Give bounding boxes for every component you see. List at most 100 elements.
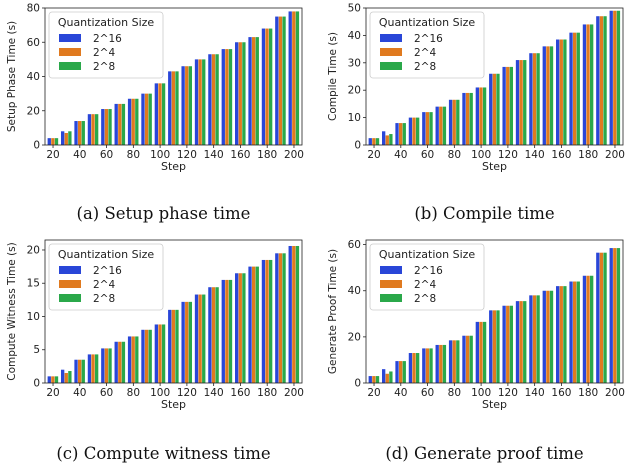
legend-title: Quantization Size — [379, 16, 476, 29]
x-tick-label: 180 — [257, 149, 277, 161]
bar-b-2p16-30 — [382, 131, 386, 145]
y-tick-label: 40 — [27, 71, 40, 83]
bar-a-2p8-170 — [255, 37, 259, 145]
legend-entry: 2^16 — [414, 33, 443, 45]
bar-a-2p8-100 — [161, 83, 166, 145]
legend: Quantization Size 2^16 2^4 2^8 — [369, 11, 485, 79]
bar-b-2p16-170 — [569, 32, 573, 145]
bar-c-2p16-190 — [275, 253, 279, 383]
bar-c-2p4-170 — [252, 266, 256, 383]
bar-c-2p4-70 — [118, 341, 122, 383]
x-tick-label: 160 — [230, 149, 250, 161]
x-tick-label: 180 — [578, 149, 598, 161]
y-tick-label: 50 — [348, 3, 361, 15]
x-tick-label: 120 — [177, 387, 197, 399]
y-tick-label: 10 — [348, 112, 361, 124]
x-tick-label: 20 — [46, 149, 59, 161]
bar-c-2p8-40 — [81, 359, 85, 383]
bar-b-2p16-150 — [542, 46, 546, 145]
bar-d-2p16-180 — [582, 275, 587, 383]
bar-a-2p4-120 — [185, 66, 189, 145]
caption: (a) Setup phase time — [77, 204, 251, 223]
bar-d-2p4-170 — [573, 281, 577, 383]
bar-c-2p8-160 — [242, 273, 246, 383]
bar-a-2p8-150 — [228, 49, 233, 145]
bar-d-2p16-20 — [368, 376, 372, 383]
x-tick-label: 140 — [525, 387, 545, 399]
bar-b-2p4-20 — [372, 138, 376, 145]
bar-d-2p16-160 — [556, 286, 560, 383]
bar-c-2p8-170 — [255, 266, 259, 383]
legend-entry: 2^4 — [93, 279, 115, 291]
bar-a-2p4-20 — [51, 138, 55, 145]
x-tick-label: 160 — [230, 387, 250, 399]
bar-a-2p8-60 — [108, 109, 112, 145]
chart-b: 0 10 20 30 40 50 20 40 60 80 100 120 140 160 180 200 Ste… — [327, 3, 625, 224]
y-tick-label: 40 — [348, 30, 361, 42]
y-tick-label: 15 — [27, 278, 40, 290]
bar-a-2p4-50 — [91, 114, 95, 145]
bar-b-2p8-140 — [536, 53, 540, 145]
bar-d-2p8-170 — [576, 281, 580, 383]
legend-swatch — [59, 62, 81, 70]
x-tick-label: 120 — [498, 149, 518, 161]
bar-a-2p8-80 — [135, 98, 139, 145]
bar-a-2p8-20 — [54, 138, 59, 145]
bar-c-2p8-180 — [269, 259, 273, 383]
bar-d-2p8-50 — [415, 353, 420, 383]
y-axis-label: Setup Phase Time (s) — [6, 21, 18, 132]
legend-box — [48, 243, 164, 311]
bar-c-2p8-110 — [175, 309, 179, 383]
bar-b-2p16-120 — [502, 66, 506, 145]
bar-a-2p16-120 — [181, 66, 185, 145]
bar-d-2p16-70 — [435, 344, 439, 383]
bar-a-2p8-70 — [121, 103, 126, 145]
bar-b-2p4-150 — [546, 46, 550, 145]
bar-a-2p16-70 — [114, 103, 118, 145]
x-tick-label: 160 — [551, 387, 571, 399]
x-tick-label: 80 — [127, 387, 140, 399]
bar-d-2p4-70 — [439, 344, 443, 383]
bar-a-2p8-50 — [94, 114, 99, 145]
x-tick-label: 60 — [100, 149, 113, 161]
bar-b-2p4-190 — [599, 16, 604, 145]
bar-b-2p4-30 — [385, 135, 389, 145]
legend-swatch — [380, 266, 402, 274]
bar-c-2p4-190 — [278, 253, 283, 383]
bar-c-2p16-160 — [235, 273, 239, 383]
legend-title: Quantization Size — [58, 248, 155, 261]
bar-c-2p8-200 — [295, 245, 300, 383]
bar-d-2p16-200 — [609, 248, 613, 383]
bar-c-2p8-20 — [54, 376, 59, 383]
bar-b-2p8-170 — [576, 32, 580, 145]
bar-d-2p8-20 — [375, 376, 380, 383]
x-tick-label: 140 — [204, 149, 224, 161]
bar-d-2p16-110 — [489, 310, 493, 383]
bar-d-2p16-130 — [515, 301, 520, 383]
bar-b-2p16-160 — [556, 39, 560, 146]
bar-a-2p16-170 — [248, 37, 252, 145]
bar-a-2p4-110 — [171, 71, 176, 145]
bar-d-2p4-190 — [599, 252, 604, 383]
bar-c-2p8-70 — [121, 341, 126, 383]
bar-d-2p4-160 — [559, 286, 563, 383]
bar-a-2p4-180 — [265, 28, 269, 145]
bar-c-2p4-100 — [158, 324, 162, 383]
legend-swatch — [59, 48, 81, 56]
x-tick-label: 200 — [605, 149, 625, 161]
bar-b-2p4-40 — [399, 123, 403, 145]
legend: Quantization Size 2^16 2^4 2^8 — [48, 11, 164, 79]
caption: (d) Generate proof time — [385, 444, 583, 463]
legend-entry: 2^16 — [93, 265, 122, 277]
bar-b-2p16-110 — [489, 73, 493, 145]
x-tick-label: 100 — [471, 387, 491, 399]
bar-b-2p4-50 — [412, 117, 416, 145]
bar-a-2p4-150 — [225, 49, 229, 145]
bar-c-2p4-120 — [185, 301, 189, 383]
bar-d-2p16-120 — [502, 305, 506, 383]
bar-c-2p4-160 — [238, 273, 242, 383]
bar-d-2p4-60 — [425, 348, 430, 383]
bar-c-2p4-30 — [64, 373, 68, 383]
bar-d-2p8-150 — [549, 290, 554, 383]
bar-a-2p8-90 — [148, 93, 152, 146]
